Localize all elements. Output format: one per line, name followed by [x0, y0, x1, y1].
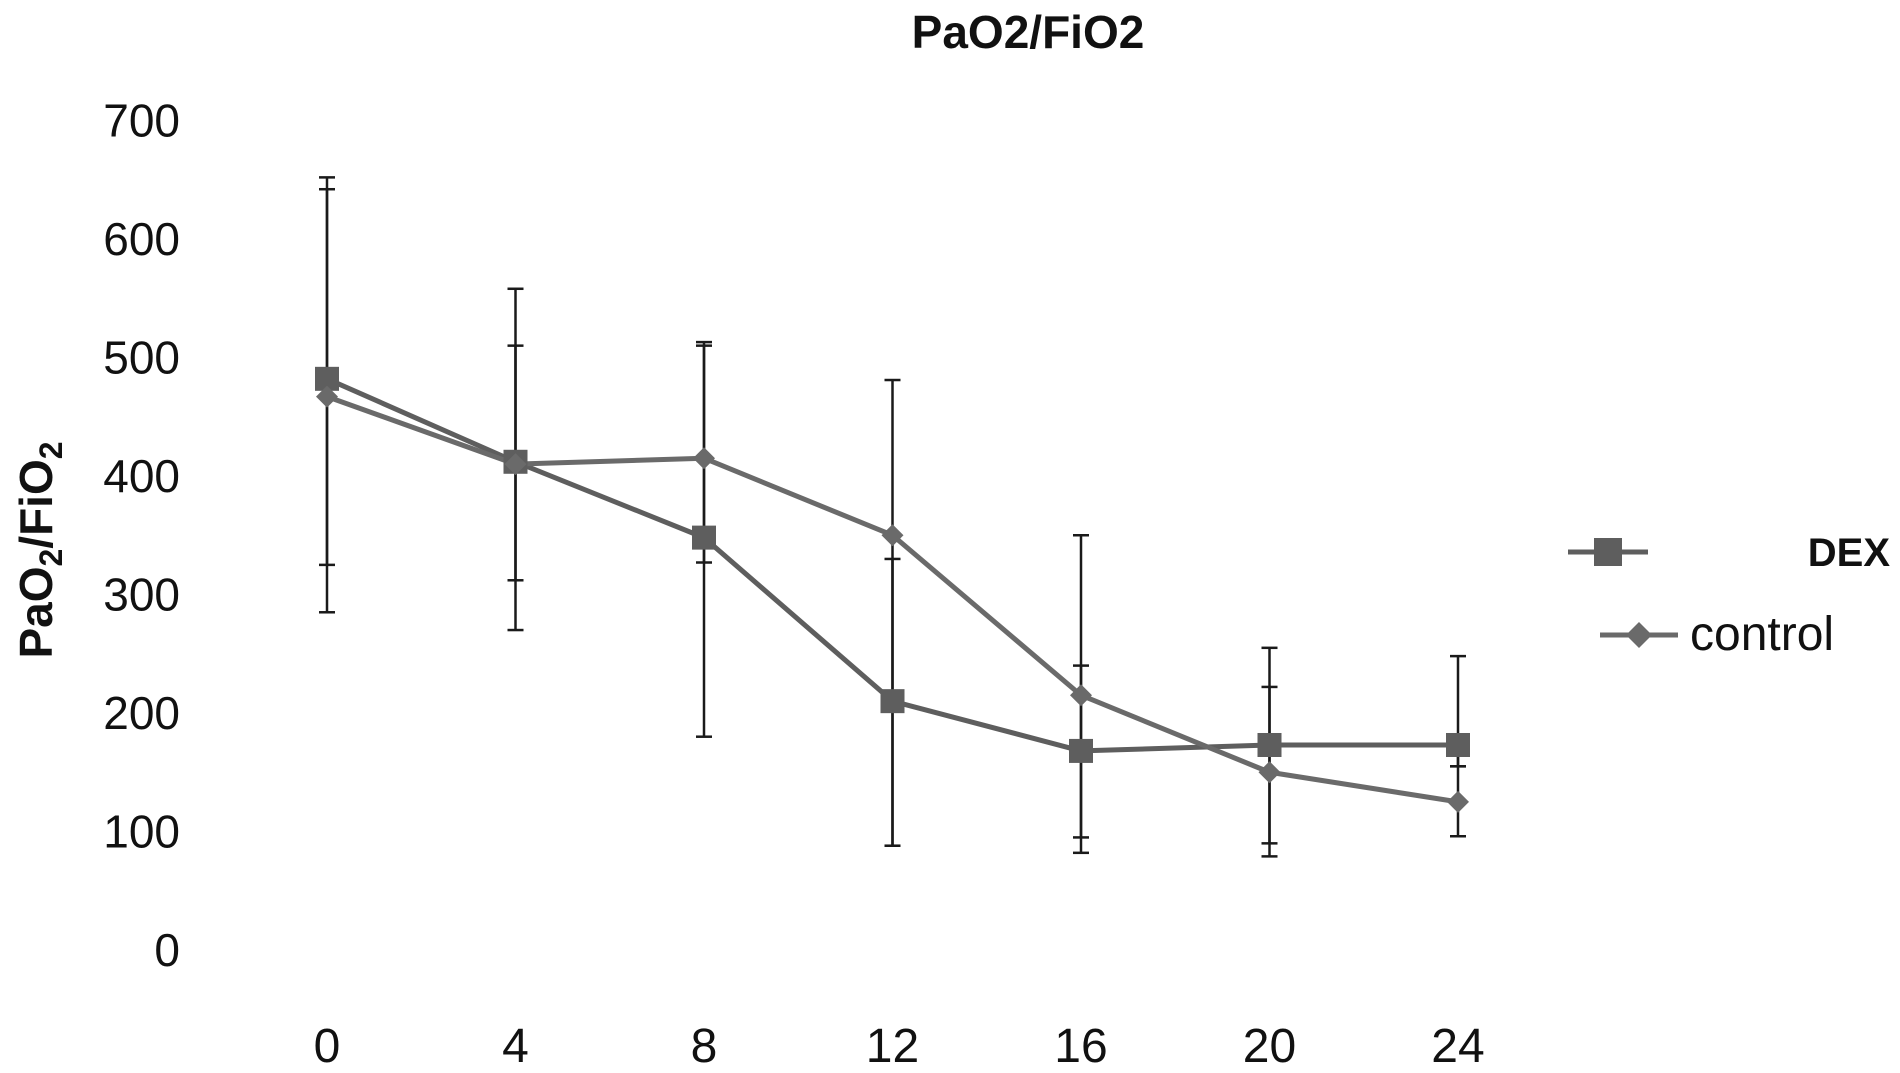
y-tick-label: 300: [103, 569, 180, 621]
data-point-control: [1258, 761, 1281, 784]
y-tick-label: 0: [154, 924, 180, 976]
y-tick-label: 100: [103, 806, 180, 858]
y-axis-label-sub2: 2: [33, 441, 69, 459]
x-tick-label: 0: [314, 1020, 341, 1073]
legend-control-marker: [1626, 622, 1652, 648]
y-axis-label: PaO2/FiO2: [10, 441, 69, 658]
x-tick-label: 24: [1431, 1020, 1484, 1073]
x-tick-label: 16: [1054, 1020, 1107, 1073]
data-point-control: [881, 524, 904, 547]
y-tick-label: 600: [103, 213, 180, 265]
error-bars: [319, 176, 1466, 858]
data-point-dex: [1446, 732, 1470, 757]
x-tick-label: 12: [866, 1020, 919, 1073]
chart-title: PaO2/FiO2: [912, 6, 1145, 58]
legend-dex-label: DEX: [1808, 531, 1891, 575]
data-point-control: [1070, 684, 1092, 707]
legend-control-label: control: [1690, 608, 1834, 661]
legend-dex-marker: [1594, 538, 1622, 566]
y-tick-label: 500: [103, 332, 180, 384]
y-axis-label-main: PaO: [10, 567, 62, 659]
x-axis-ticks: 0 4 8 12 16 20 24: [314, 1020, 1485, 1073]
series-markers: [315, 366, 1470, 813]
data-point-control: [1447, 790, 1469, 813]
y-axis-ticks: 700 600 500 400 300 200 100 0: [103, 95, 180, 977]
x-tick-label: 8: [691, 1020, 718, 1073]
x-tick-label: 20: [1243, 1020, 1296, 1073]
data-point-control: [316, 385, 338, 408]
y-tick-label: 200: [103, 687, 180, 739]
y-axis-label-sub1: 2: [33, 549, 69, 567]
data-point-control: [504, 453, 527, 476]
data-point-dex: [1257, 732, 1282, 757]
x-tick-label: 4: [502, 1020, 529, 1073]
data-point-control: [693, 447, 715, 470]
y-tick-label: 400: [103, 450, 180, 502]
data-point-dex: [692, 525, 716, 550]
y-axis-label-mid: /FiO: [10, 459, 62, 548]
y-tick-label: 700: [103, 95, 180, 147]
data-point-dex: [880, 689, 905, 714]
legend: DEX control: [1568, 531, 1890, 661]
data-point-dex: [1069, 738, 1093, 763]
